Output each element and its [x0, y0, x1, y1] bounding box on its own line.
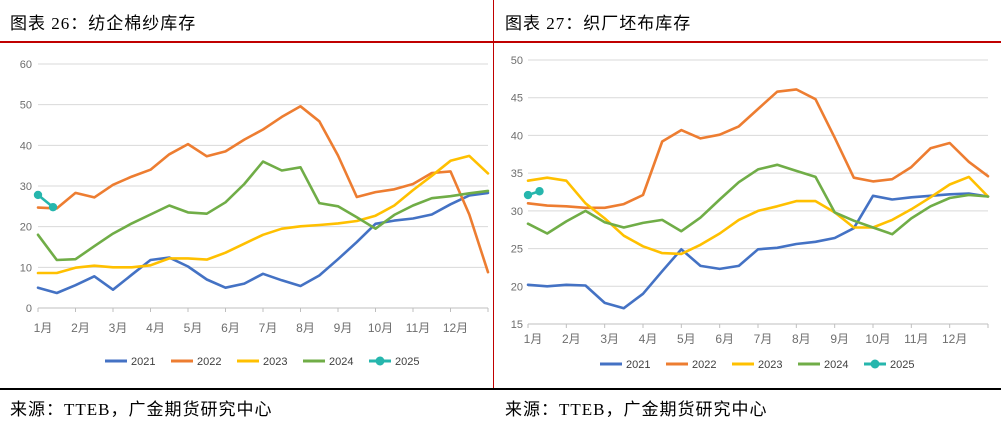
legend-label-2025: 2025 [890, 359, 914, 371]
x-axis-month-label: 10月 [865, 332, 890, 346]
x-axis-month-label: 5月 [677, 332, 696, 346]
x-axis-month-label: 2月 [71, 321, 90, 335]
legend-label-2022: 2022 [692, 359, 716, 371]
line-chart-yarn-inventory: 0 10 20 30 40 50 60 1月 2月 3月 4月 5月 6月 7月 8月 9月 10月 11月 12月… [20, 59, 490, 368]
y-axis-tick-label: 30 [20, 181, 32, 193]
series-line-2021 [526, 192, 990, 310]
series-line-2022 [36, 105, 490, 274]
source-note-right: 来源：TTEB，广金期货研究中心 [505, 400, 768, 419]
legend-label-2024: 2024 [329, 356, 353, 368]
x-axis-month-label: 11月 [406, 321, 430, 335]
x-axis-month-label: 9月 [334, 321, 353, 335]
y-axis-tick-label: 40 [20, 140, 32, 152]
y-axis-tick-label: 30 [511, 206, 523, 218]
legend-label-2021: 2021 [131, 356, 155, 368]
title-underline [0, 41, 1001, 43]
series-marker-2025 [48, 202, 58, 212]
chart-title-right: 图表 27：织厂坯布库存 [505, 14, 692, 33]
legend-label-2024: 2024 [824, 359, 848, 371]
y-axis-tick-label: 20 [511, 281, 523, 293]
y-axis-tick-label: 10 [20, 262, 32, 274]
x-axis-month-label: 4月 [146, 321, 165, 335]
source-note-left: 来源：TTEB，广金期货研究中心 [10, 400, 273, 419]
x-axis-month-label: 1月 [524, 332, 543, 346]
x-axis-month-label: 8月 [296, 321, 315, 335]
y-axis-tick-label: 20 [20, 222, 32, 234]
x-axis-month-label: 10月 [368, 321, 393, 335]
series-marker-2025 [535, 187, 544, 196]
y-axis-tick-label: 25 [511, 244, 523, 256]
legend-marker-2025 [375, 356, 385, 366]
y-axis-tick-label: 40 [511, 130, 523, 142]
x-axis-month-label: 9月 [830, 332, 849, 346]
y-axis-tick-label: 35 [511, 168, 523, 180]
x-axis-month-label: 6月 [715, 332, 734, 346]
panel-divider [492, 0, 494, 389]
series-line-2024 [36, 160, 490, 262]
series-marker-2025 [523, 190, 533, 200]
x-axis-month-label: 5月 [184, 321, 203, 335]
x-axis-month-label: 12月 [942, 332, 967, 346]
x-axis-month-label: 7月 [754, 332, 773, 346]
series-line-2023 [526, 175, 990, 256]
legend-label-2025: 2025 [395, 356, 419, 368]
legend-marker-2025 [870, 359, 880, 369]
y-axis-tick-label: 15 [511, 319, 523, 331]
x-axis-month-label: 2月 [562, 332, 581, 346]
x-axis-month-label: 8月 [792, 332, 811, 346]
x-axis-month-label: 3月 [109, 321, 128, 335]
x-axis-month-label: 12月 [443, 321, 468, 335]
legend-label-2021: 2021 [626, 359, 650, 371]
y-axis-tick-label: 60 [20, 59, 32, 71]
y-axis-tick-label: 50 [511, 55, 523, 67]
legend-label-2023: 2023 [263, 356, 287, 368]
x-axis-month-label: 1月 [34, 321, 53, 335]
chart-title-left: 图表 26：纺企棉纱库存 [10, 14, 197, 33]
series-line-2021 [36, 191, 490, 295]
legend-label-2023: 2023 [758, 359, 782, 371]
x-axis-month-label: 6月 [221, 321, 240, 335]
y-axis-tick-label: 0 [26, 303, 32, 315]
series-line-2023 [36, 154, 490, 275]
bottom-border [0, 388, 1001, 390]
y-axis-tick-label: 45 [511, 93, 523, 105]
x-axis-month-label: 11月 [904, 332, 928, 346]
series-marker-2025 [33, 190, 43, 200]
x-axis-month-label: 7月 [259, 321, 278, 335]
series-line-2024 [526, 163, 990, 236]
series-line-2022 [526, 88, 990, 210]
x-axis-month-label: 3月 [600, 332, 619, 346]
x-axis-month-label: 4月 [639, 332, 658, 346]
legend-label-2022: 2022 [197, 356, 221, 368]
y-axis-tick-label: 50 [20, 100, 32, 112]
